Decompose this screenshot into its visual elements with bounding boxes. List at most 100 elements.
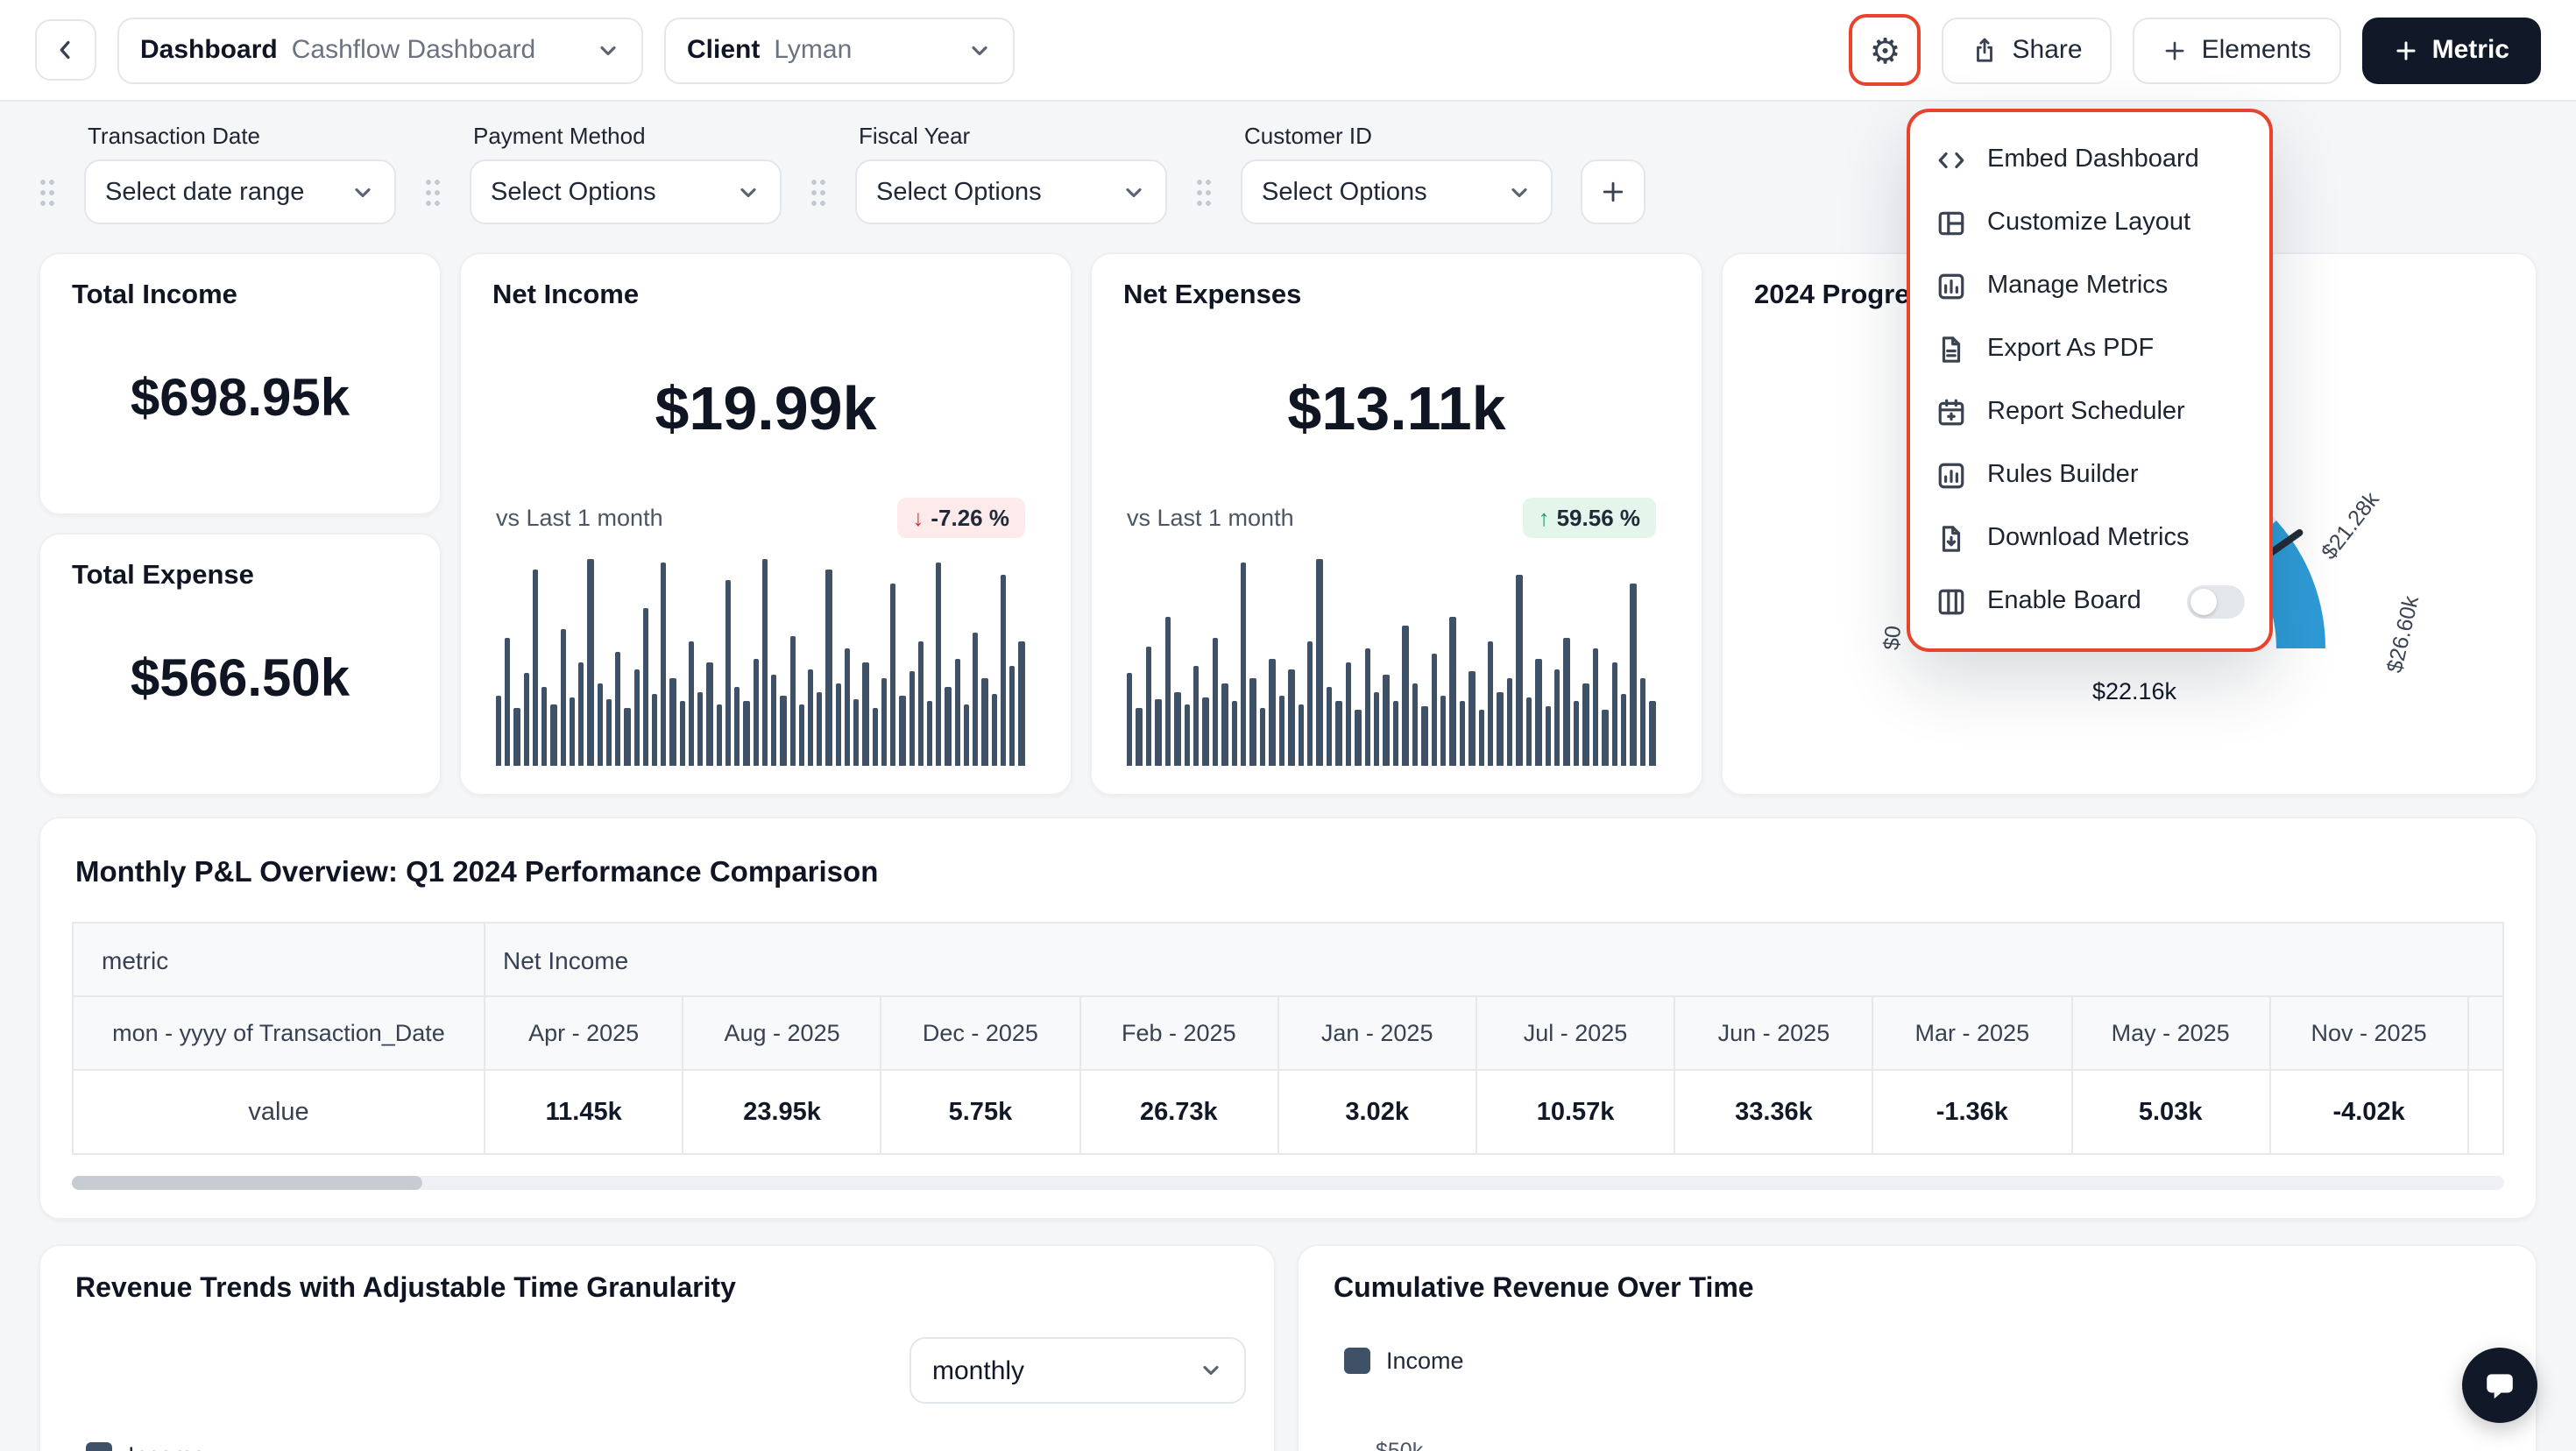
filter-label: Fiscal Year: [859, 123, 971, 149]
granularity-value: monthly: [932, 1355, 1025, 1385]
net-expenses-sparkline: [1127, 559, 1656, 766]
filter-label: Customer ID: [1244, 123, 1372, 149]
menu-item-enable-board[interactable]: Enable Board: [1910, 570, 2269, 633]
kpi-title: Total Expense: [72, 561, 254, 591]
add-filter-button[interactable]: [1581, 159, 1645, 224]
pnl-value-cell: -4.02k: [2268, 1069, 2469, 1155]
client-selector-value: Lyman: [774, 35, 853, 65]
kpi-card-total-income: Total Income $698.95k: [39, 252, 442, 515]
pnl-value-cell: 5.75k: [880, 1069, 1081, 1155]
gauge-value-label: $22.16k: [2091, 678, 2177, 704]
filter-customer-id: Customer ID Select Options: [1241, 123, 1553, 224]
chevron-down-icon: [600, 45, 616, 55]
drag-handle-icon[interactable]: [1195, 177, 1213, 207]
filter-select[interactable]: Select date range: [84, 159, 396, 224]
filter-select[interactable]: Select Options: [1241, 159, 1553, 224]
kpi-value: $13.11k: [1287, 375, 1506, 443]
download-metrics-icon: [1935, 523, 1968, 553]
pnl-row-axis-header: mon - yyyy of Transaction_Date: [72, 995, 485, 1071]
pnl-month-header: Jun - 2025: [1674, 995, 1874, 1071]
table-scrollbar-thumb[interactable]: [72, 1176, 422, 1190]
pnl-value-cell: 5.03k: [2070, 1069, 2271, 1155]
pnl-month-header: Nov - 2025: [2268, 995, 2469, 1071]
topbar: Dashboard Cashflow Dashboard Client Lyma…: [0, 0, 2576, 102]
pnl-month-header: Aug - 2025: [682, 995, 882, 1071]
chevron-down-icon: [1511, 187, 1527, 197]
legend-label: Income: [1386, 1348, 1464, 1374]
kpi-card-total-expense: Total Expense $566.50k: [39, 533, 442, 796]
share-button[interactable]: Share: [1942, 17, 2112, 83]
client-selector[interactable]: Client Lyman: [664, 17, 1015, 83]
share-icon: [1977, 38, 1993, 62]
pnl-month-header: Dec - 2025: [880, 995, 1081, 1071]
table-scrollbar[interactable]: [72, 1176, 2504, 1190]
filter-select[interactable]: Select Options: [855, 159, 1167, 224]
kpi-value: $19.99k: [655, 375, 877, 443]
pnl-month-header: Feb - 2025: [1079, 995, 1279, 1071]
kpi-card-net-income: Net Income $19.99k vs Last 1 month ↓ -7.…: [459, 252, 1072, 796]
pnl-month-header: May - 2025: [2070, 995, 2271, 1071]
pnl-month-header: Jan - 2025: [1277, 995, 1477, 1071]
drag-handle-icon[interactable]: [39, 177, 56, 207]
kpi-card-net-expenses: Net Expenses $13.11k vs Last 1 month ↑ 5…: [1090, 252, 1703, 796]
chevron-down-icon: [972, 45, 987, 55]
legend-swatch: [86, 1442, 112, 1451]
menu-item-report-scheduler[interactable]: Report Scheduler: [1910, 380, 2269, 443]
pnl-value-cell: -1.36k: [1872, 1069, 2073, 1155]
pnl-clipped-cell: [2466, 1069, 2505, 1155]
enable-board-toggle[interactable]: [2187, 584, 2245, 618]
legend-label: Income: [128, 1442, 206, 1451]
filter-transaction-date: Transaction Date Select date range: [84, 123, 396, 224]
manage-metrics-icon: [1935, 271, 1968, 301]
export-pdf-icon: [1935, 334, 1968, 364]
pnl-corner-header: metric: [72, 922, 485, 997]
plus-icon: [2166, 40, 2184, 60]
pnl-value-cell: 11.45k: [483, 1069, 684, 1155]
menu-item-embed-dashboard[interactable]: Embed Dashboard: [1910, 128, 2269, 191]
legend: Income: [86, 1442, 206, 1451]
elements-button[interactable]: Elements: [2133, 17, 2341, 83]
dashboard-selector[interactable]: Dashboard Cashflow Dashboard: [117, 17, 643, 83]
chevron-down-icon: [355, 187, 371, 197]
filter-bar: Transaction Date Select date range Payment…: [0, 102, 2576, 252]
kpi-value: $566.50k: [130, 650, 350, 708]
legend: Income: [1344, 1348, 1464, 1374]
delta-badge: ↓ -7.26 %: [896, 498, 1025, 538]
layout-icon: [1935, 208, 1968, 237]
drag-handle-icon[interactable]: [810, 177, 827, 207]
pnl-month-header: Apr - 2025: [483, 995, 684, 1071]
drag-handle-icon[interactable]: [424, 177, 442, 207]
menu-item-customize-layout[interactable]: Customize Layout: [1910, 191, 2269, 254]
enable-board-icon: [1935, 586, 1968, 616]
chat-icon: [2487, 1374, 2513, 1399]
dashboard-selector-value: Cashflow Dashboard: [291, 35, 536, 65]
menu-item-rules-builder[interactable]: Rules Builder: [1910, 443, 2269, 506]
pnl-month-header: Mar - 2025: [1872, 995, 2073, 1071]
comparison-label: vs Last 1 month: [1127, 505, 1294, 531]
chevron-down-icon: [740, 187, 756, 197]
back-button[interactable]: [35, 19, 96, 81]
revenue-trends-card: Revenue Trends with Adjustable Time Gran…: [39, 1244, 1276, 1451]
menu-item-export-as-pdf[interactable]: Export As PDF: [1910, 317, 2269, 380]
y-axis-first-tick: $50k: [1376, 1439, 1424, 1451]
pnl-table-card: Monthly P&L Overview: Q1 2024 Performanc…: [39, 817, 2537, 1220]
chat-button[interactable]: [2462, 1348, 2537, 1423]
cumulative-revenue-card: Cumulative Revenue Over Time Income $50k: [1297, 1244, 2537, 1451]
menu-item-download-metrics[interactable]: Download Metrics: [1910, 506, 2269, 570]
kpi-row: Total Income $698.95k Total Expense $566…: [0, 252, 2576, 796]
pnl-value-row-header: value: [72, 1069, 485, 1155]
settings-gear-button[interactable]: ⚙: [1856, 21, 1914, 79]
kpi-title: Total Income: [72, 280, 237, 310]
arrow-down-icon: ↓: [912, 505, 924, 531]
chart-title: Revenue Trends with Adjustable Time Gran…: [75, 1274, 736, 1304]
pnl-value-cell: 23.95k: [682, 1069, 882, 1155]
add-metric-button[interactable]: Metric: [2361, 17, 2541, 83]
plus-icon: [1603, 181, 1624, 202]
menu-item-manage-metrics[interactable]: Manage Metrics: [1910, 254, 2269, 317]
filter-select[interactable]: Select Options: [470, 159, 782, 224]
report-scheduler-icon: [1935, 397, 1968, 427]
arrow-up-icon: ↑: [1538, 505, 1550, 531]
gauge-start-label: $0: [1879, 624, 1907, 652]
granularity-select[interactable]: monthly: [909, 1337, 1246, 1404]
pnl-title: Monthly P&L Overview: Q1 2024 Performanc…: [75, 857, 879, 888]
